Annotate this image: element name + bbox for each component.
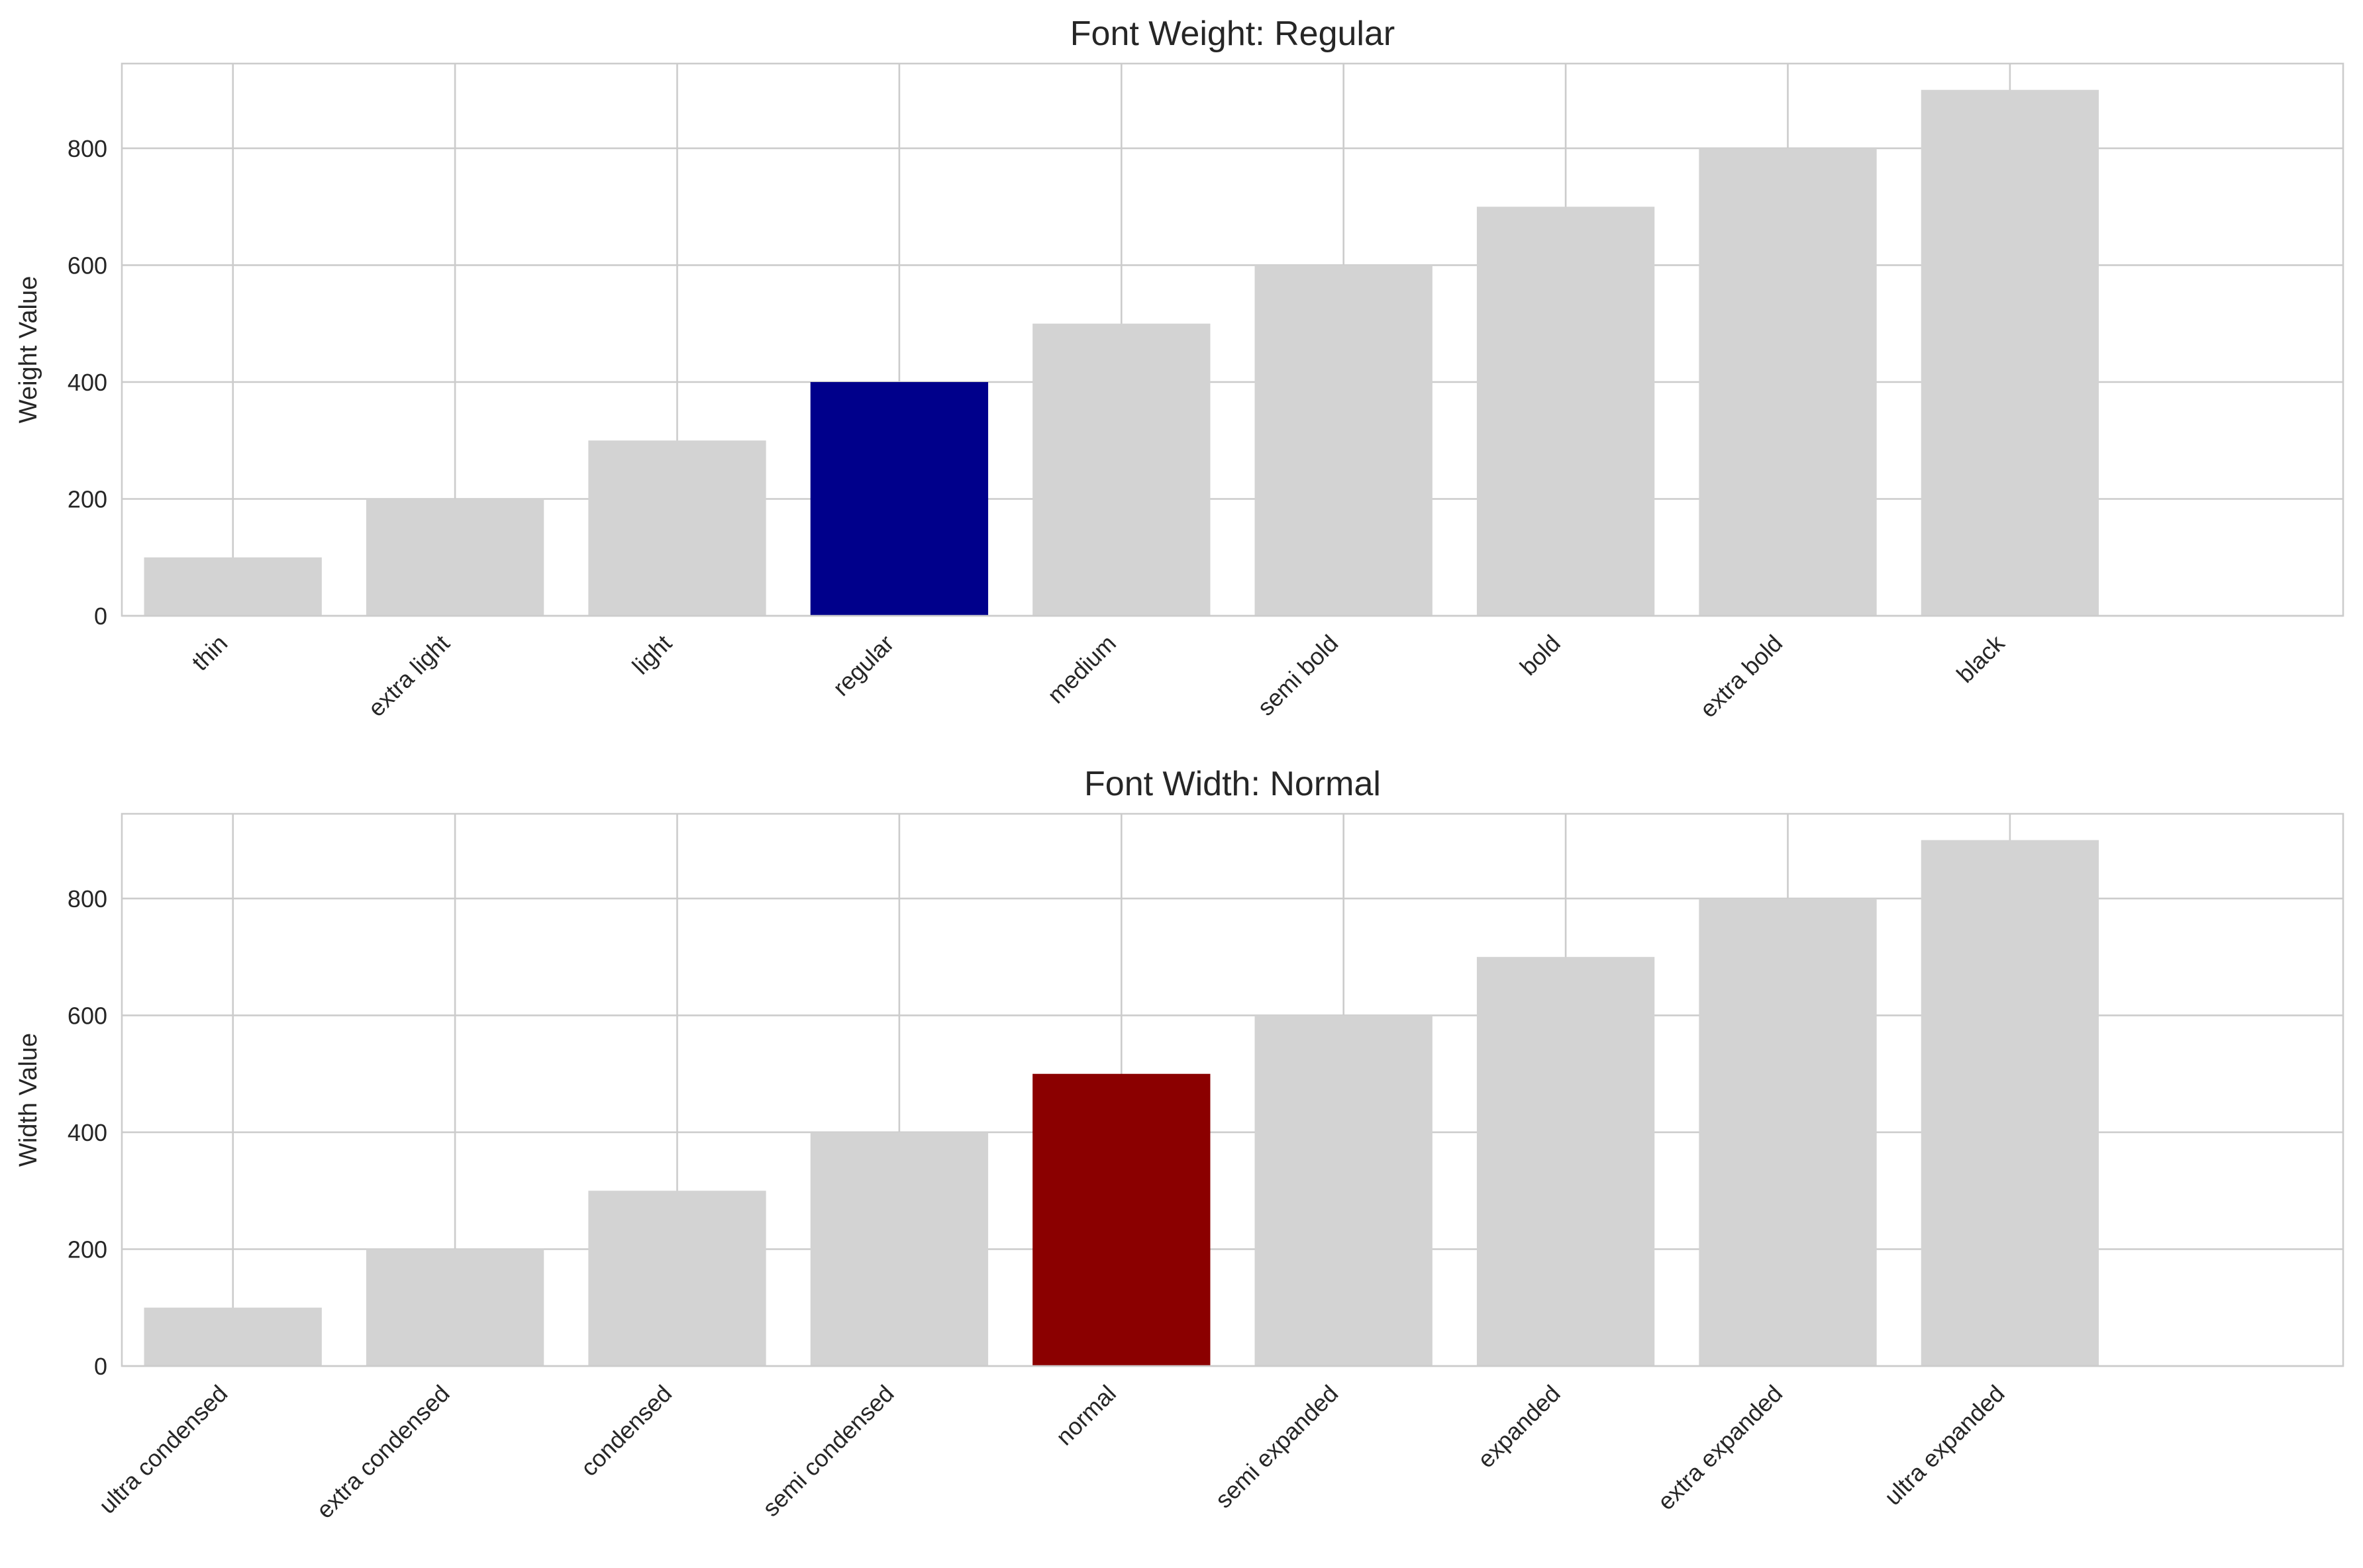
y-tick-label: 600 xyxy=(68,252,107,279)
bar xyxy=(1254,1015,1433,1366)
bars xyxy=(144,840,2099,1366)
y-tick-label: 200 xyxy=(68,1236,107,1263)
y-tick-labels: 0 200 400 600 800 xyxy=(68,885,107,1380)
bar xyxy=(1921,89,2099,616)
bar xyxy=(366,499,544,616)
bar xyxy=(144,557,322,616)
bar xyxy=(1032,323,1211,616)
axes-frame xyxy=(121,812,2344,1367)
y-tick-label: 600 xyxy=(68,1002,107,1029)
bar-highlighted xyxy=(1032,1073,1211,1366)
y-axis-label: Weight Value xyxy=(15,276,42,424)
y-tick-label: 200 xyxy=(68,485,107,513)
y-tick-label: 800 xyxy=(68,135,107,162)
chart-title: Font Weight: Regular xyxy=(1070,15,1395,53)
bar xyxy=(1699,148,1877,616)
bar xyxy=(1476,957,1655,1366)
bar xyxy=(1921,840,2099,1366)
bar xyxy=(1476,207,1655,616)
y-tick-label: 0 xyxy=(94,1353,107,1380)
y-tick-label: 400 xyxy=(68,369,107,396)
bar xyxy=(588,1191,766,1366)
y-axis-label: Width Value xyxy=(15,1033,42,1167)
bars xyxy=(144,89,2099,616)
y-tick-label: 800 xyxy=(68,885,107,912)
bar xyxy=(810,1132,989,1366)
bar-highlighted xyxy=(810,381,989,616)
bar xyxy=(144,1307,322,1366)
bar xyxy=(588,440,766,616)
y-tick-label: 400 xyxy=(68,1119,107,1146)
y-tick-labels: 0 200 400 600 800 xyxy=(68,135,107,630)
bar xyxy=(1254,265,1433,616)
bar xyxy=(1699,898,1877,1366)
chart-title: Font Width: Normal xyxy=(1084,765,1381,803)
axes-frame xyxy=(121,62,2344,617)
y-tick-label: 0 xyxy=(94,603,107,630)
bar xyxy=(366,1249,544,1366)
